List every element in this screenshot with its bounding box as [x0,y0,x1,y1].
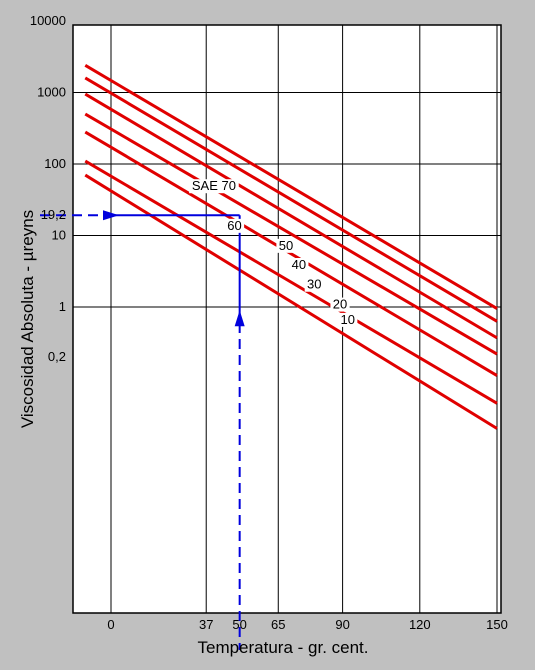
y-tick-label: 1000 [37,85,66,100]
series-label-bg [224,218,245,233]
tick-labels: 10000 1000 100 19,2 10 1 0,2 0 37 50 65 90 120 150 [30,13,508,632]
y-tick-label: 0,2 [48,349,66,364]
series-line [84,130,498,377]
series-line [84,92,498,340]
x-tick-label: 37 [199,617,213,632]
y-tick-label: 1 [59,299,66,314]
x-tick-label: 0 [107,617,114,632]
series-line [84,112,498,356]
series-label-bg [304,277,324,292]
series-line [84,159,498,405]
series-label: 30 [307,277,321,292]
series-label-bg [276,238,296,253]
grid-lines [73,25,501,613]
plot-area [72,24,502,614]
series-line [84,64,498,310]
series-lines [84,64,498,430]
series-label-bg [338,312,358,327]
x-tick-label: 120 [409,617,431,632]
y-tick-label: 100 [44,156,66,171]
x-tick-label: 65 [271,617,285,632]
series-label: 10 [341,312,355,327]
series-label: 60 [227,218,241,233]
y-tick-label: 19,2 [41,207,66,222]
x-tick-label: 50 [232,617,246,632]
series-line [84,76,498,323]
x-tick-label: 150 [486,617,508,632]
series-label: 40 [292,257,306,272]
y-axis-title: Viscosidad Absoluta - µreyns [18,210,37,428]
y-tick-label: 10000 [30,13,66,28]
x-axis-title: Temperatura - gr. cent. [197,638,368,657]
series-label: 50 [279,238,293,253]
series-label: 20 [333,297,347,312]
series-label-bg [289,257,309,272]
series-label-bg [330,297,350,312]
x-tick-label: 90 [335,617,349,632]
arrow-up-icon [234,310,245,327]
y-tick-label: 10 [52,228,66,243]
series-label: SAE 70 [192,178,236,193]
series-label-bg [189,179,239,194]
series-line [84,173,498,430]
